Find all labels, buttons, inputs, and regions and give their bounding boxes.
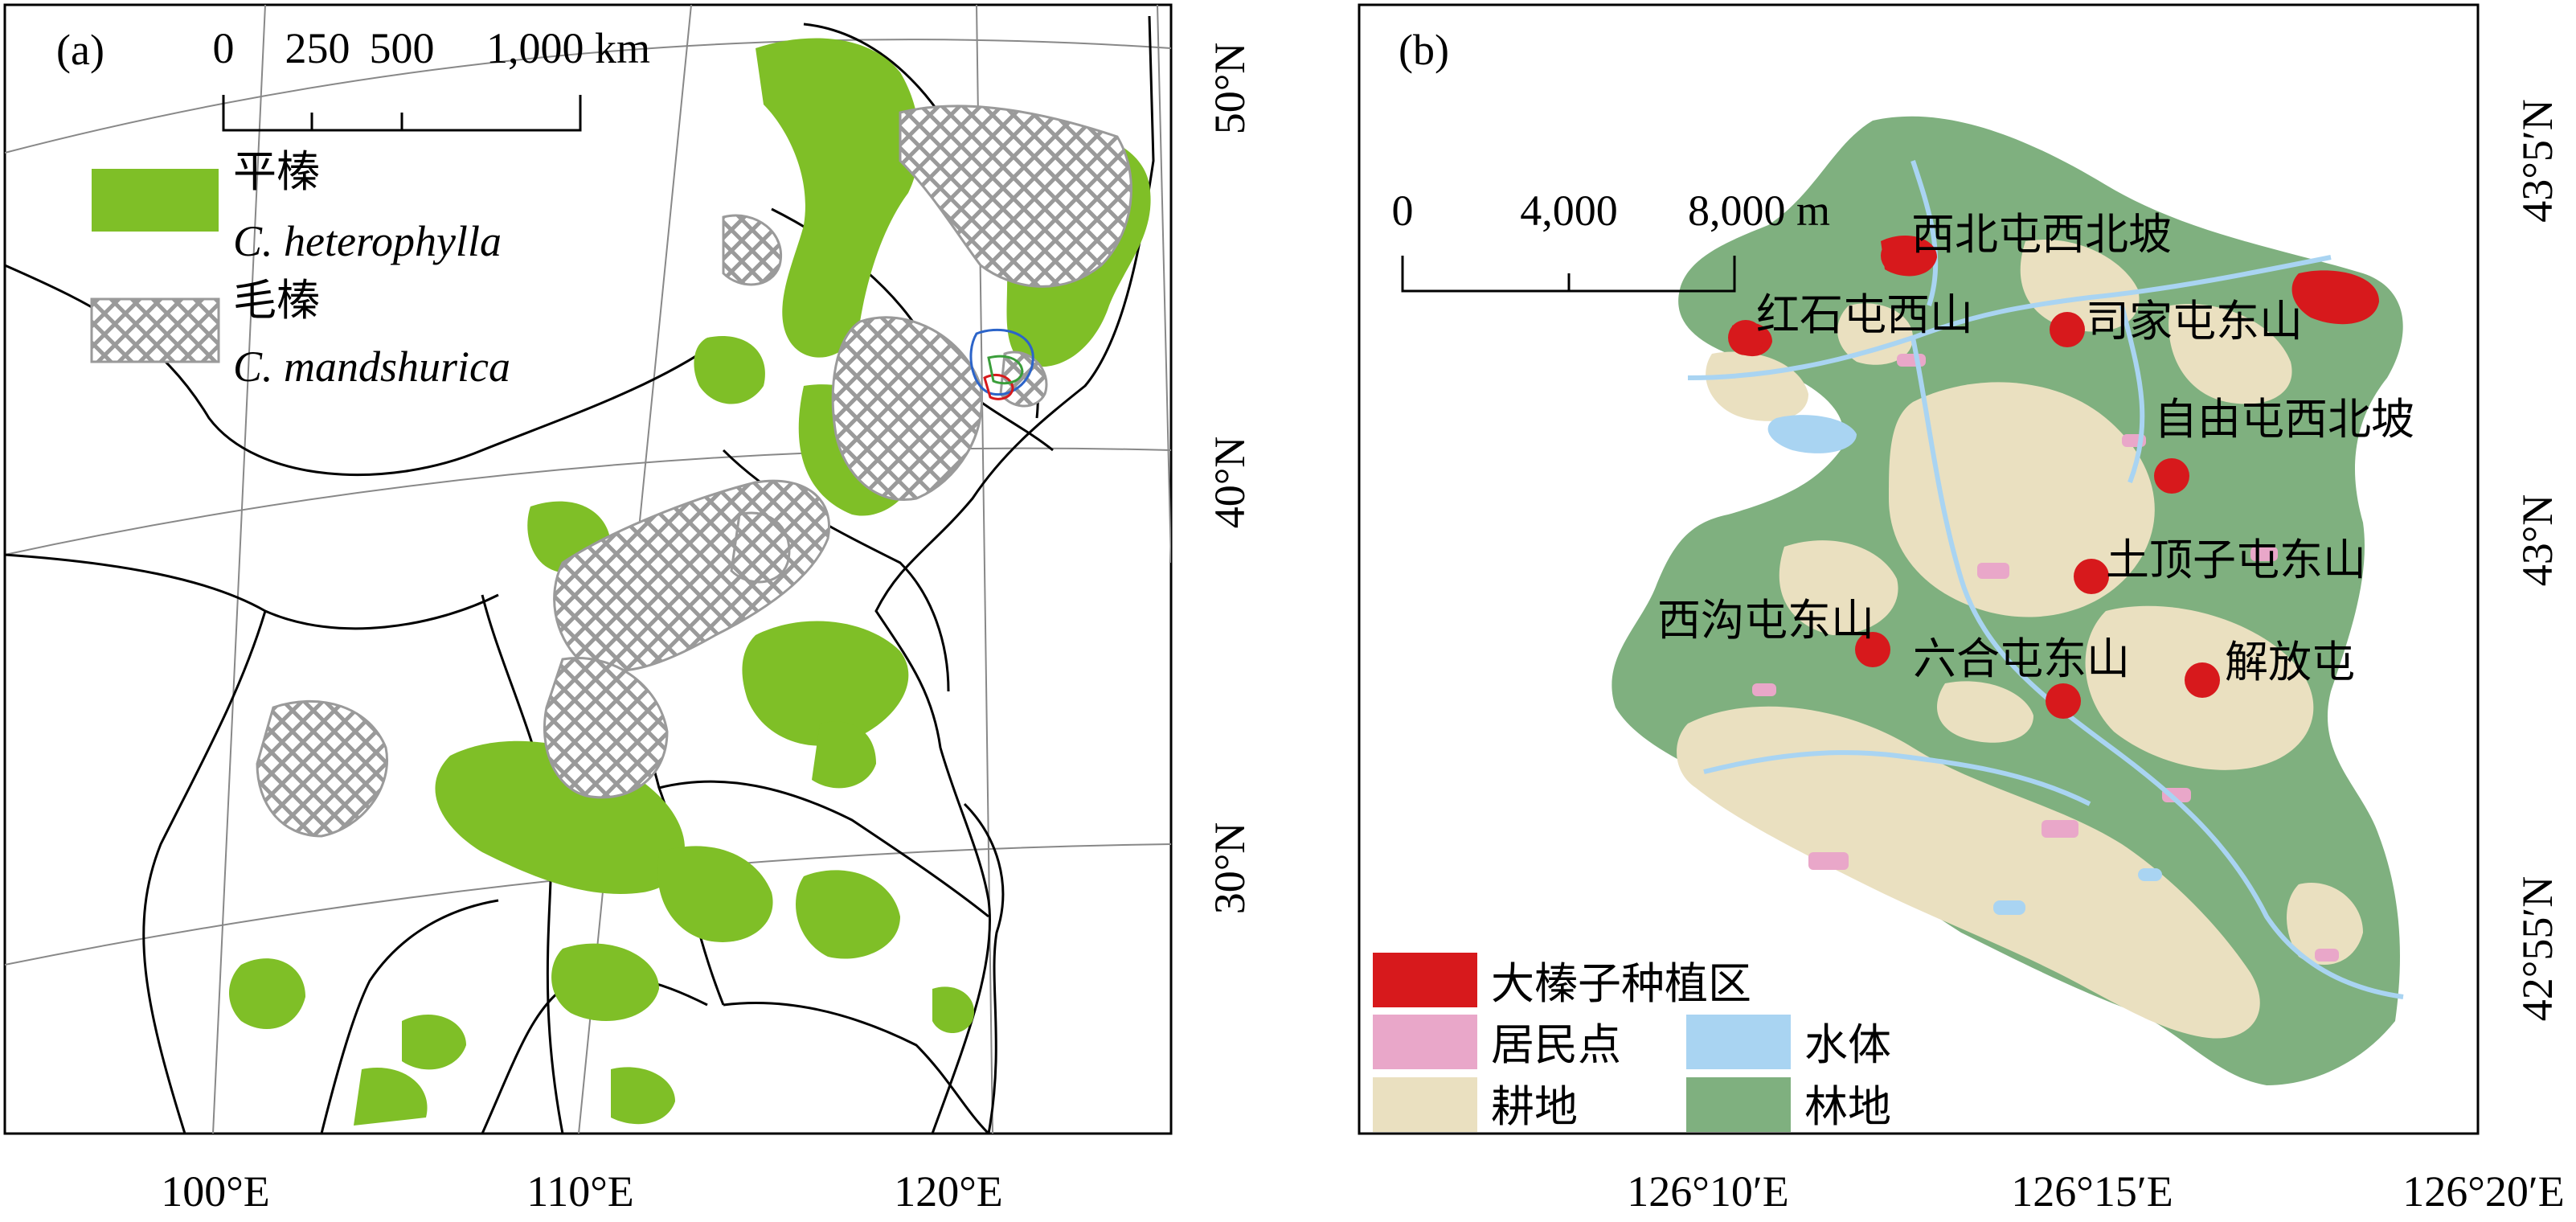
sites: 西北屯西北坡 红石屯西山 司家屯东山 自由屯西北坡 土顶子屯东山 西沟屯东山 六… bbox=[1657, 211, 2414, 719]
scale-b-tick: 4,000 bbox=[1520, 187, 1618, 235]
lon-label-a: 110°E bbox=[526, 1167, 634, 1216]
site-label: 解放屯 bbox=[2225, 638, 2355, 687]
water-bodies bbox=[1767, 415, 2162, 915]
site-marker[interactable] bbox=[2074, 559, 2109, 594]
site-marker[interactable] bbox=[1855, 632, 1890, 667]
site-label: 自由屯西北坡 bbox=[2154, 396, 2414, 444]
lon-label-b: 126°10′E bbox=[1627, 1167, 1788, 1216]
legend-swatch-cropland bbox=[1373, 1077, 1477, 1132]
legend-water: 水体 bbox=[1804, 1021, 1891, 1069]
scale-b-tick: 8,000 m bbox=[1688, 187, 1830, 235]
legend-swatch-plantation bbox=[1373, 953, 1477, 1007]
site-marker[interactable] bbox=[1728, 320, 1763, 355]
coastline bbox=[874, 15, 1155, 1134]
mandshurica-range bbox=[256, 105, 1132, 838]
legend-mandshurica-latin: C. mandshurica bbox=[233, 342, 510, 391]
lat-label-b: 43°N bbox=[2513, 494, 2562, 587]
site-marker[interactable] bbox=[1881, 238, 1916, 273]
panel-a-legend: 平榛 C. heterophylla 毛榛 C. mandshurica bbox=[90, 148, 510, 391]
study-county-outline bbox=[987, 355, 1024, 385]
site-label: 西沟屯东山 bbox=[1657, 597, 1874, 645]
legend-swatch-mandshurica bbox=[90, 297, 220, 363]
scale-a-tick: 250 bbox=[285, 24, 350, 72]
lon-label-a: 120°E bbox=[894, 1167, 1003, 1216]
scale-b-tick: 0 bbox=[1392, 187, 1414, 235]
lat-label-b: 42°55′N bbox=[2513, 876, 2562, 1021]
study-area-marker bbox=[983, 374, 1014, 400]
study-region-outline bbox=[969, 328, 1034, 396]
legend-swatch-heterophylla bbox=[92, 169, 219, 232]
site-label: 六合屯东山 bbox=[1913, 635, 2130, 683]
lat-label-a: 30°N bbox=[1206, 822, 1254, 915]
lon-label-a: 100°E bbox=[161, 1167, 270, 1216]
lat-label-a: 50°N bbox=[1206, 43, 1254, 135]
lon-label-b: 126°20′E bbox=[2402, 1167, 2564, 1216]
cropland-patches bbox=[1677, 240, 2363, 1039]
site-label: 土顶子屯东山 bbox=[2106, 536, 2366, 584]
scale-a-tick: 1,000 km bbox=[486, 24, 650, 72]
scale-a-tick: 0 bbox=[213, 24, 235, 72]
legend-mandshurica-cn: 毛榛 bbox=[233, 277, 320, 325]
panel-b: (b) 0 4,000 8,000 m 西北屯西北坡 红石屯西山 司家屯东山 自… bbox=[1358, 3, 2565, 1216]
legend-swatch-residential bbox=[1373, 1015, 1477, 1069]
legend-heterophylla-latin: C. heterophylla bbox=[233, 217, 502, 265]
lon-label-b: 126°15′E bbox=[2011, 1167, 2173, 1216]
lat-label-b: 43°5′N bbox=[2513, 99, 2562, 222]
legend-forest: 林地 bbox=[1804, 1083, 1891, 1131]
panel-b-scale-bar: 0 4,000 8,000 m bbox=[1392, 187, 1830, 293]
legend-swatch-forest bbox=[1686, 1077, 1791, 1132]
panel-a: (a) 0 250 500 1,000 km 平榛 C. heterophyll… bbox=[3, 3, 1254, 1216]
site-marker[interactable] bbox=[2046, 683, 2081, 719]
rivers bbox=[1687, 160, 2404, 999]
site-label: 西北屯西北坡 bbox=[1911, 211, 2172, 259]
site-marker[interactable] bbox=[2185, 662, 2220, 698]
scale-a-tick: 500 bbox=[370, 24, 435, 72]
legend-plantation: 大榛子种植区 bbox=[1491, 960, 1751, 1008]
legend-heterophylla-cn: 平榛 bbox=[233, 148, 320, 196]
panel-b-label: (b) bbox=[1399, 26, 1449, 74]
site-label: 司家屯东山 bbox=[2086, 297, 2303, 346]
legend-swatch-water bbox=[1686, 1015, 1791, 1069]
lat-label-a: 40°N bbox=[1206, 437, 1254, 529]
panel-a-label: (a) bbox=[56, 26, 104, 74]
legend-residential: 居民点 bbox=[1491, 1021, 1621, 1069]
panel-b-legend: 大榛子种植区 居民点 水体 耕地 林地 bbox=[1373, 953, 1891, 1132]
site-label: 红石屯西山 bbox=[1756, 291, 1973, 339]
legend-cropland: 耕地 bbox=[1491, 1083, 1578, 1131]
panel-a-scale-bar: 0 250 500 1,000 km bbox=[213, 24, 650, 132]
site-marker[interactable] bbox=[2050, 312, 2085, 347]
site-marker[interactable] bbox=[2154, 458, 2189, 494]
